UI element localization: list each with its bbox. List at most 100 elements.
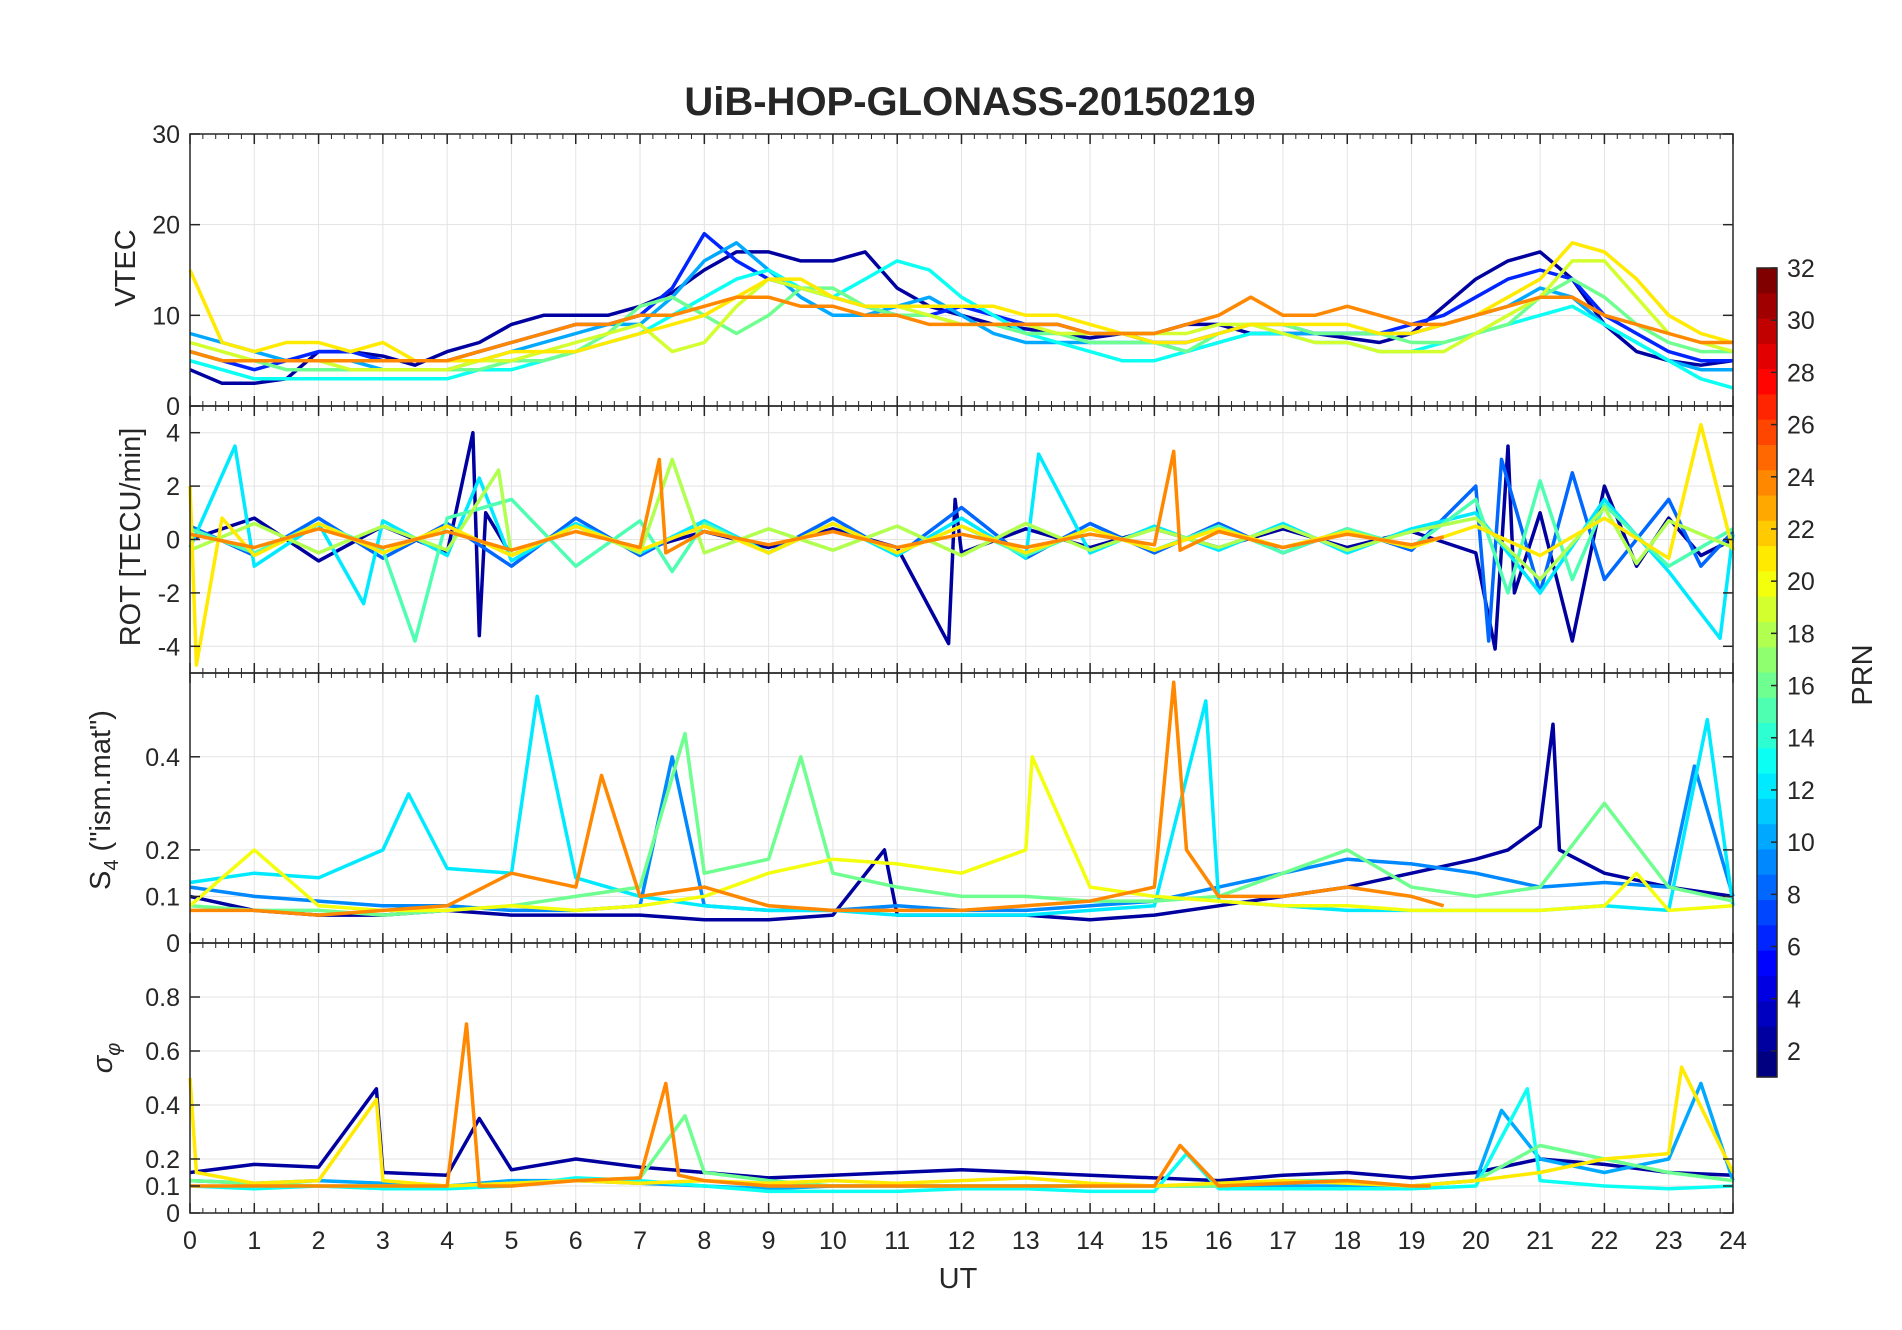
x-tick-label: 20 [1462, 1227, 1490, 1255]
x-tick-label: 10 [819, 1227, 847, 1255]
x-tick-label: 19 [1398, 1227, 1426, 1255]
colorbar-swatch [1757, 419, 1777, 446]
colorbar-swatch [1757, 925, 1777, 952]
x-tick-label: 23 [1655, 1227, 1683, 1255]
colorbar-swatch [1757, 975, 1777, 1002]
series-line-prn-24 [190, 680, 1445, 917]
y-tick-label: 0 [166, 930, 180, 958]
x-tick-label: 15 [1140, 1227, 1168, 1255]
y-tick-label: 2 [166, 473, 180, 501]
y-tick-label: 0.2 [145, 837, 180, 865]
x-tick-label: 14 [1076, 1227, 1104, 1255]
x-tick-label: 13 [1012, 1227, 1040, 1255]
colorbar-swatch [1757, 293, 1777, 320]
colorbar-tick-label: 18 [1787, 620, 1815, 648]
colorbar-tick-label: 20 [1787, 568, 1815, 596]
colorbar-tick-label: 12 [1787, 777, 1815, 805]
x-tick-label: 21 [1526, 1227, 1554, 1255]
colorbar-tick-label: 32 [1787, 255, 1815, 283]
colorbar-tick-label: 14 [1787, 725, 1815, 753]
rot-ylabel: ROT [TECU/min] [115, 428, 147, 647]
colorbar-tick-label: 28 [1787, 359, 1815, 387]
x-tick-label: 17 [1269, 1227, 1297, 1255]
colorbar-swatch [1757, 950, 1777, 977]
colorbar-swatch [1757, 824, 1777, 851]
colorbar-swatch [1757, 874, 1777, 901]
colorbar-tick-label: 6 [1787, 934, 1801, 962]
colorbar-swatch [1757, 495, 1777, 522]
sigma-phi-panel: 00.10.20.40.60.80 1 2 3 4 5 6 7 8 9 10 11 12 13 14 15 16… [87, 942, 1747, 1295]
colorbar-swatch [1757, 470, 1777, 497]
vtec-plot-area: 0 10 20 30 [152, 121, 1734, 421]
colorbar-swatch [1757, 343, 1777, 370]
s4-ylabel: S4 ("ism.mat") [85, 710, 123, 890]
colorbar-tick-label: 2 [1787, 1038, 1801, 1066]
vtec-ylabel: VTEC [110, 229, 142, 306]
sigma-phi-plot-area: 00.10.20.40.60.80 1 2 3 4 5 6 7 8 9 10 11 12 13 14 15 16… [145, 942, 1747, 1255]
colorbar-swatch [1757, 798, 1777, 825]
x-tick-label: 3 [376, 1227, 390, 1255]
colorbar-swatch [1757, 849, 1777, 876]
series-line-prn-24 [189, 449, 1445, 555]
colorbar-tick-label: 26 [1787, 412, 1815, 440]
colorbar-swatch [1757, 318, 1777, 345]
x-tick-label: 2 [312, 1227, 326, 1255]
x-tick-label: 6 [569, 1227, 583, 1255]
colorbar-label: PRN [1847, 644, 1879, 705]
y-tick-label: -2 [158, 580, 180, 608]
x-axis-label: UT [939, 1263, 978, 1295]
colorbar-tick-label: 30 [1787, 307, 1815, 335]
colorbar-swatch [1757, 520, 1777, 547]
x-tick-label: 22 [1591, 1227, 1619, 1255]
y-tick-label: 10 [152, 302, 180, 330]
colorbar-swatch [1757, 546, 1777, 572]
series-line-prn-8 [189, 457, 1735, 643]
x-tick-label: 9 [762, 1227, 776, 1255]
colorbar-swatch [1757, 723, 1777, 749]
sigma-phi-ylabel: σφ [87, 1043, 125, 1074]
x-tick-label: 5 [505, 1227, 519, 1255]
y-tick-label: 0.2 [145, 1146, 180, 1174]
series-line-prn-13 [189, 1087, 1734, 1194]
colorbar-swatch [1757, 444, 1777, 471]
x-tick-label: 8 [697, 1227, 711, 1255]
colorbar-frame [1756, 267, 1778, 1078]
series-line-prn-2 [189, 1087, 1734, 1183]
x-tick-label: 4 [440, 1227, 454, 1255]
colorbar-swatch [1757, 596, 1777, 623]
chart-title: UiB-HOP-GLONASS-20150219 [684, 80, 1255, 124]
colorbar-tick-label: 22 [1787, 516, 1815, 544]
x-tick-label: 24 [1719, 1227, 1747, 1255]
colorbar-swatch [1757, 647, 1777, 674]
x-tick-label: 11 [884, 1227, 910, 1255]
colorbar-swatch [1757, 394, 1777, 421]
y-tick-label: 20 [152, 212, 180, 240]
x-tick-label: 1 [247, 1227, 261, 1255]
colorbar-swatch [1757, 773, 1777, 800]
y-tick-label: 0.1 [145, 1173, 180, 1201]
colorbar-swatch [1757, 571, 1777, 598]
rot-plot-area: -4 -2 0 2 4 [158, 405, 1735, 674]
y-tick-label: 0.1 [145, 883, 180, 911]
x-tick-label: 18 [1333, 1227, 1361, 1255]
x-tick-label: 16 [1205, 1227, 1233, 1255]
colorbar-swatch [1757, 900, 1777, 926]
x-tick-label: 0 [183, 1227, 197, 1255]
colorbar-tick-label: 10 [1787, 829, 1815, 857]
series-line-prn-20 [188, 755, 1734, 913]
s4-panel: 0 0.1 0.2 0.4 S4 ("ism.mat") [85, 672, 1735, 958]
y-tick-label: 0.6 [145, 1038, 180, 1066]
vtec-panel: 0 10 20 30 VTEC [110, 121, 1734, 421]
colorbar-tick-label: 16 [1787, 673, 1815, 701]
colorbar-swatch [1757, 1051, 1777, 1078]
colorbar-swatch [1757, 748, 1777, 775]
colorbar-swatch [1757, 1001, 1777, 1028]
y-tick-label: 0.4 [145, 744, 180, 772]
y-tick-label: 0 [166, 527, 180, 555]
colorbar-swatch [1757, 621, 1777, 648]
colorbar-tick-label: 8 [1787, 881, 1801, 909]
series-line-prn-24 [190, 1022, 1431, 1188]
